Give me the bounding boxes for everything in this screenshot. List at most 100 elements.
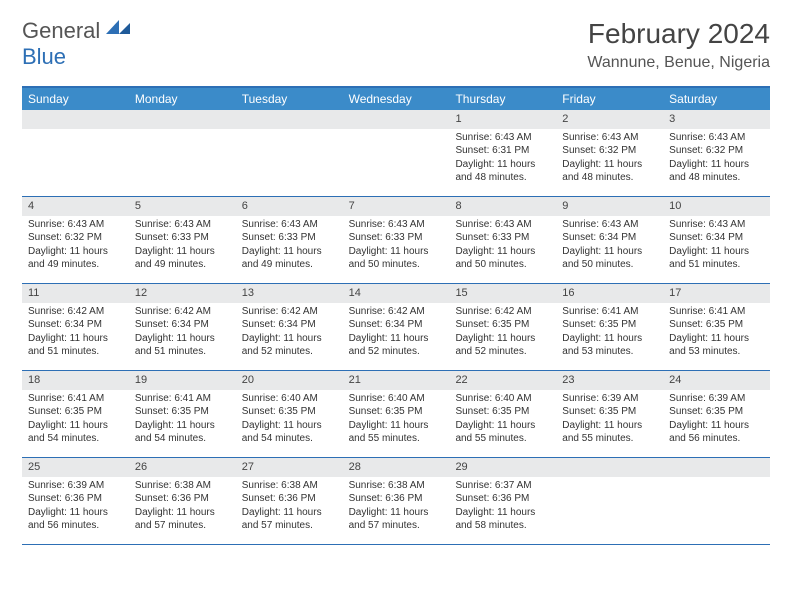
sunset-text: Sunset: 6:35 PM [562,405,657,419]
day-cell: 16Sunrise: 6:41 AMSunset: 6:35 PMDayligh… [556,284,663,370]
day-cell: 25Sunrise: 6:39 AMSunset: 6:36 PMDayligh… [22,458,129,544]
day-cell: 8Sunrise: 6:43 AMSunset: 6:33 PMDaylight… [449,197,556,283]
day-cell: 5Sunrise: 6:43 AMSunset: 6:33 PMDaylight… [129,197,236,283]
sunset-text: Sunset: 6:36 PM [28,492,123,506]
day-number: 28 [343,458,450,477]
day-cell: 23 Sunrise: 6:39 AMSunset: 6:35 PMDayligh… [556,371,663,457]
day-number: 16 [556,284,663,303]
sunrise-text: Sunrise: 6:40 AM [455,392,550,406]
day-details: Sunrise: 6:43 AMSunset: 6:32 PMDaylight:… [22,216,129,278]
daylight-text: Daylight: 11 hours and 53 minutes. [562,332,657,359]
day-number: 18 [22,371,129,390]
daylight-text: Daylight: 11 hours and 49 minutes. [242,245,337,272]
day-cell: 6Sunrise: 6:43 AMSunset: 6:33 PMDaylight… [236,197,343,283]
title-block: February 2024 Wannune, Benue, Nigeria [587,18,770,72]
day-number: 2 [556,110,663,129]
day-details: Sunrise: 6:43 AMSunset: 6:33 PMDaylight:… [343,216,450,278]
daylight-text: Daylight: 11 hours and 55 minutes. [349,419,444,446]
daylight-text: Daylight: 11 hours and 58 minutes. [455,506,550,533]
day-number: 12 [129,284,236,303]
day-cell: 22Sunrise: 6:40 AMSunset: 6:35 PMDayligh… [449,371,556,457]
day-details: Sunrise: 6:39 AMSunset: 6:35 PMDaylight:… [663,390,770,452]
sunrise-text: Sunrise: 6:40 AM [349,392,444,406]
location: Wannune, Benue, Nigeria [587,54,770,72]
sunset-text: Sunset: 6:34 PM [28,318,123,332]
sunset-text: Sunset: 6:35 PM [455,405,550,419]
daylight-text: Daylight: 11 hours and 55 minutes. [562,419,657,446]
logo: General Blue [22,18,132,70]
day-header: Monday [129,88,236,110]
day-details: Sunrise: 6:43 AMSunset: 6:34 PMDaylight:… [556,216,663,278]
week-row: 18Sunrise: 6:41 AMSunset: 6:35 PMDayligh… [22,371,770,458]
daylight-text: Daylight: 11 hours and 56 minutes. [28,506,123,533]
day-cell: 4Sunrise: 6:43 AMSunset: 6:32 PMDaylight… [22,197,129,283]
day-details: Sunrise: 6:40 AMSunset: 6:35 PMDaylight:… [236,390,343,452]
sunrise-text: Sunrise: 6:43 AM [669,131,764,145]
daylight-text: Daylight: 11 hours and 48 minutes. [562,158,657,185]
day-cell [343,110,450,196]
day-cell [556,458,663,544]
day-number: 14 [343,284,450,303]
sunrise-text: Sunrise: 6:43 AM [669,218,764,232]
day-cell: 26Sunrise: 6:38 AMSunset: 6:36 PMDayligh… [129,458,236,544]
daylight-text: Daylight: 11 hours and 51 minutes. [669,245,764,272]
day-number [556,458,663,477]
sunset-text: Sunset: 6:36 PM [455,492,550,506]
day-cell [236,110,343,196]
sunrise-text: Sunrise: 6:43 AM [242,218,337,232]
day-cell: 29Sunrise: 6:37 AMSunset: 6:36 PMDayligh… [449,458,556,544]
daylight-text: Daylight: 11 hours and 57 minutes. [349,506,444,533]
sunset-text: Sunset: 6:35 PM [669,405,764,419]
sunset-text: Sunset: 6:32 PM [562,144,657,158]
header: General Blue February 2024 Wannune, Benu… [22,18,770,72]
day-header: Sunday [22,88,129,110]
sunset-text: Sunset: 6:33 PM [242,231,337,245]
sunset-text: Sunset: 6:34 PM [135,318,230,332]
daylight-text: Daylight: 11 hours and 49 minutes. [28,245,123,272]
day-details: Sunrise: 6:42 AMSunset: 6:34 PMDaylight:… [22,303,129,365]
sunset-text: Sunset: 6:32 PM [28,231,123,245]
day-number: 17 [663,284,770,303]
day-details: Sunrise: 6:37 AMSunset: 6:36 PMDaylight:… [449,477,556,539]
day-details: Sunrise: 6:38 AMSunset: 6:36 PMDaylight:… [129,477,236,539]
day-number: 13 [236,284,343,303]
sunrise-text: Sunrise: 6:39 AM [562,392,657,406]
day-cell: 12Sunrise: 6:42 AMSunset: 6:34 PMDayligh… [129,284,236,370]
sunrise-text: Sunrise: 6:39 AM [28,479,123,493]
week-row: 4Sunrise: 6:43 AMSunset: 6:32 PMDaylight… [22,197,770,284]
day-header-row: SundayMondayTuesdayWednesdayThursdayFrid… [22,88,770,110]
day-cell: 15Sunrise: 6:42 AMSunset: 6:35 PMDayligh… [449,284,556,370]
day-number: 27 [236,458,343,477]
sunset-text: Sunset: 6:35 PM [242,405,337,419]
daylight-text: Daylight: 11 hours and 50 minutes. [562,245,657,272]
day-cell: 21Sunrise: 6:40 AMSunset: 6:35 PMDayligh… [343,371,450,457]
day-cell: 11Sunrise: 6:42 AMSunset: 6:34 PMDayligh… [22,284,129,370]
sunrise-text: Sunrise: 6:43 AM [135,218,230,232]
day-details: Sunrise: 6:43 AMSunset: 6:33 PMDaylight:… [449,216,556,278]
weeks-container: 1Sunrise: 6:43 AMSunset: 6:31 PMDaylight… [22,110,770,545]
sunrise-text: Sunrise: 6:42 AM [28,305,123,319]
day-details: Sunrise: 6:43 AMSunset: 6:31 PMDaylight:… [449,129,556,191]
daylight-text: Daylight: 11 hours and 48 minutes. [455,158,550,185]
day-number: 9 [556,197,663,216]
day-details: Sunrise: 6:39 AMSunset: 6:36 PMDaylight:… [22,477,129,539]
sunrise-text: Sunrise: 6:42 AM [455,305,550,319]
day-cell: 1Sunrise: 6:43 AMSunset: 6:31 PMDaylight… [449,110,556,196]
day-number: 7 [343,197,450,216]
day-cell [22,110,129,196]
sunrise-text: Sunrise: 6:42 AM [135,305,230,319]
day-number: 23 [556,371,663,390]
sunrise-text: Sunrise: 6:43 AM [28,218,123,232]
sunrise-text: Sunrise: 6:42 AM [242,305,337,319]
day-number: 22 [449,371,556,390]
daylight-text: Daylight: 11 hours and 52 minutes. [242,332,337,359]
sunrise-text: Sunrise: 6:39 AM [669,392,764,406]
day-details: Sunrise: 6:38 AMSunset: 6:36 PMDaylight:… [343,477,450,539]
day-details: Sunrise: 6:42 AMSunset: 6:35 PMDaylight:… [449,303,556,365]
day-number: 8 [449,197,556,216]
day-details: Sunrise: 6:42 AMSunset: 6:34 PMDaylight:… [236,303,343,365]
sunrise-text: Sunrise: 6:40 AM [242,392,337,406]
day-cell: 3Sunrise: 6:43 AMSunset: 6:32 PMDaylight… [663,110,770,196]
day-number: 29 [449,458,556,477]
day-cell: 27Sunrise: 6:38 AMSunset: 6:36 PMDayligh… [236,458,343,544]
